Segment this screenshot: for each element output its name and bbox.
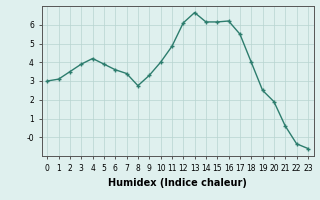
- X-axis label: Humidex (Indice chaleur): Humidex (Indice chaleur): [108, 178, 247, 188]
